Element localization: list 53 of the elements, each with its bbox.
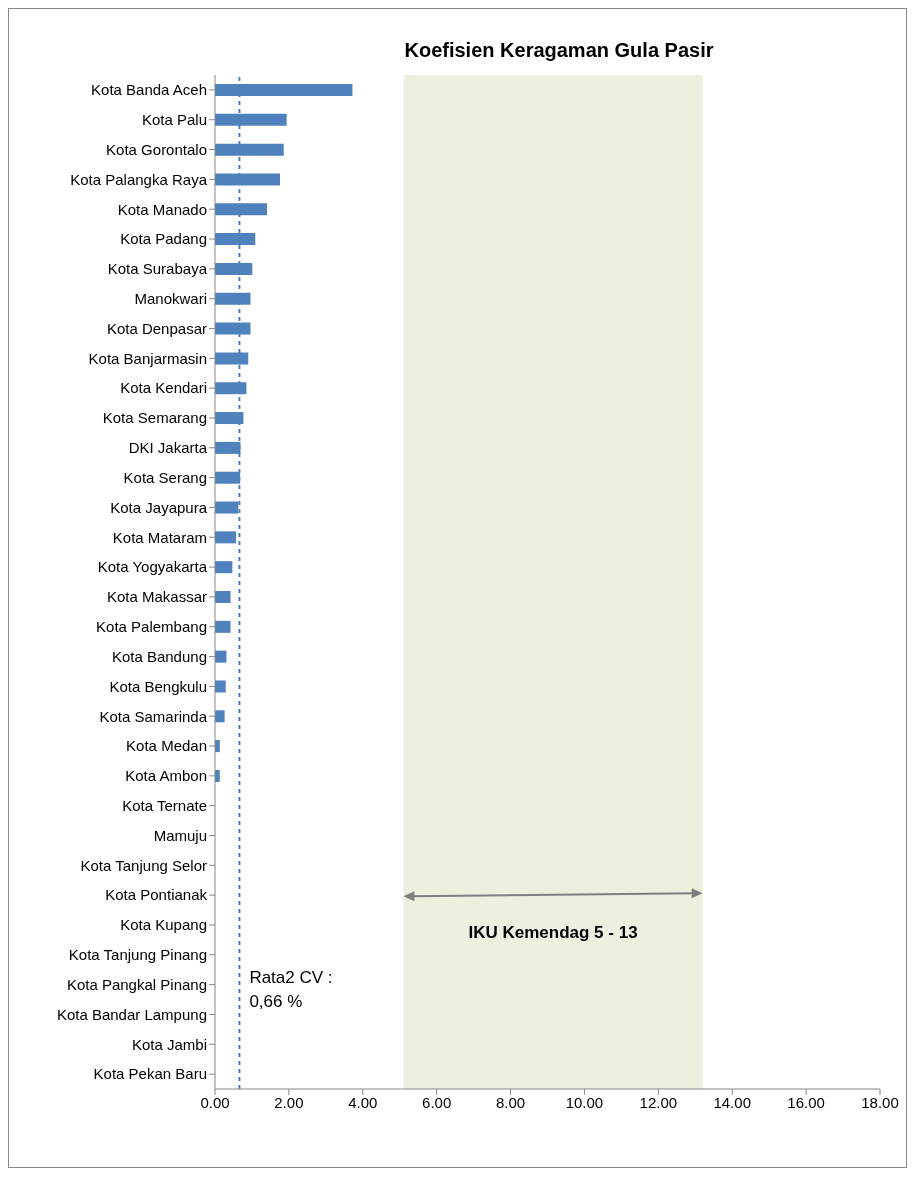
y-tick-label: Kota Palembang: [96, 618, 207, 636]
x-tick-label: 6.00: [422, 1093, 452, 1111]
y-tick-label: Kota Manado: [117, 200, 207, 218]
y-tick-label: Kota Ambon: [125, 767, 207, 785]
y-tick-label: Kota Medan: [126, 737, 207, 755]
y-tick-label: Kota Banda Aceh: [91, 81, 207, 99]
y-tick-label: Kota Bandung: [111, 647, 207, 665]
y-tick-label: Kota Pekan Baru: [93, 1065, 207, 1083]
x-tick-label: 12.00: [639, 1093, 678, 1111]
bar: [215, 561, 233, 574]
chart-title: Koefisien Keragaman Gula Pasir: [403, 39, 715, 62]
y-tick-label: Kota Bandar Lampung: [56, 1005, 207, 1023]
bar: [215, 531, 237, 544]
y-tick-label: Kota Padang: [120, 230, 207, 248]
y-tick-label: Kota Kendari: [120, 379, 207, 397]
x-tick-label: 8.00: [495, 1093, 526, 1111]
y-tick-label: Kota Kupang: [120, 916, 207, 934]
y-tick-label: Kota Semarang: [102, 409, 207, 427]
x-tick-label: 10.00: [565, 1093, 604, 1111]
y-tick-label: Kota Surabaya: [107, 260, 208, 278]
y-tick-label: Kota Yogyakarta: [97, 558, 208, 576]
x-tick-label: 14.00: [713, 1093, 751, 1111]
y-tick-label: DKI Jakarta: [128, 439, 208, 457]
y-tick-label: Kota Jayapura: [110, 498, 208, 516]
y-tick-label: Kota Palu: [141, 111, 207, 129]
x-tick-label: 2.00: [274, 1093, 304, 1111]
x-tick-label: 16.00: [787, 1093, 825, 1111]
x-tick-label: 4.00: [348, 1093, 378, 1111]
bar: [215, 620, 231, 633]
y-tick-label: Kota Pangkal Pinang: [66, 975, 207, 993]
bar: [215, 591, 231, 603]
ref-line-label: Rata2 CV : 0,66 %: [249, 967, 333, 1011]
y-tick-label: Kota Mataram: [112, 528, 207, 546]
y-tick-label: Kota Gorontalo: [106, 140, 207, 158]
y-tick-label: Kota Tanjung Selor: [80, 856, 207, 874]
y-tick-label: Kota Makassar: [106, 588, 207, 606]
y-tick-label: Kota Jambi: [131, 1035, 207, 1053]
y-tick-label: Kota Serang: [123, 468, 207, 486]
x-tick-label: 0.00: [200, 1093, 230, 1111]
bar: [215, 710, 225, 723]
y-tick-label: Kota Banjarmasin: [88, 349, 207, 367]
y-tick-label: Kota Palangka Raya: [70, 170, 208, 188]
y-tick-label: Kota Bengkulu: [109, 677, 207, 695]
bar: [215, 680, 226, 693]
y-tick-label: Kota Ternate: [122, 797, 207, 814]
y-tick-label: Kota Denpasar: [106, 319, 207, 337]
y-tick-label: Manokwari: [134, 290, 207, 307]
y-tick-label: Mamuju: [153, 826, 207, 844]
y-tick-label: Kota Samarinda: [99, 707, 208, 725]
x-tick-label: 18.00: [861, 1093, 899, 1111]
y-tick-label: Kota Pontianak: [105, 886, 208, 904]
band-label: IKU Kemendag 5 - 13: [468, 923, 638, 943]
y-tick-label: Kota Tanjung Pinang: [68, 946, 207, 964]
